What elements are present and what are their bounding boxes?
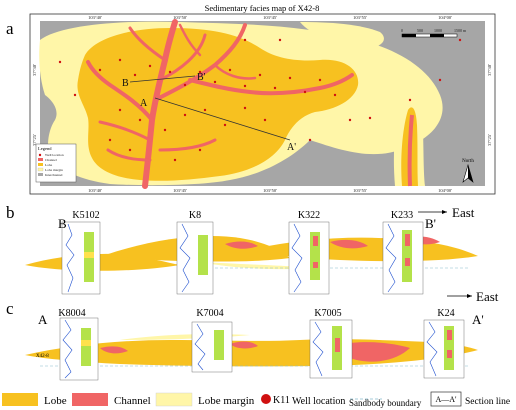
well-label-k322: K322 <box>298 210 320 221</box>
section-b-channel-1 <box>225 241 258 249</box>
top-tick-1: 103°40' <box>88 15 102 20</box>
legend-well-icon <box>261 394 271 404</box>
section-lines <box>129 75 291 141</box>
section-b-channel-2 <box>330 239 368 249</box>
legend-section-symbol: A—A' <box>436 395 458 404</box>
section-c-start: A <box>38 312 48 327</box>
lobe-margin-north <box>300 22 384 49</box>
legend-channel-swatch <box>72 393 108 406</box>
section-label-a-prime: A' <box>287 142 296 153</box>
well-markers <box>58 38 462 162</box>
section-c-east-label: East <box>476 289 499 304</box>
section-b-well-logs <box>61 221 424 295</box>
well-label-k7004: K7004 <box>196 308 223 319</box>
inner-legend: Legend Well location Channel Lobe Lobe m… <box>35 143 77 183</box>
well-label-k7005: K7005 <box>314 308 341 319</box>
scale-label-500: 500 <box>417 28 423 33</box>
inner-legend-item-0: Well location <box>45 153 64 157</box>
inner-legend-item-4: Interchannel <box>45 173 63 177</box>
legend-lobe-margin-swatch <box>155 392 193 407</box>
scale-bar: 0 500 1000 1500 m <box>401 28 467 38</box>
legend-channel-label: Channel <box>114 395 151 407</box>
inner-legend-item-3: Lobe margin <box>45 168 63 172</box>
section-label-a: A <box>140 98 148 109</box>
legend-well-symbol: K11 <box>273 395 290 406</box>
bottom-tick-1: 103°40' <box>88 188 102 193</box>
top-tick-3: 103°45' <box>263 15 277 20</box>
legend-lobe-margin-label: Lobe margin <box>198 395 255 407</box>
right-tick-2: 37°25' <box>487 134 492 146</box>
bottom-tick-5: 104°00' <box>438 188 452 193</box>
inner-legend-item-2: Lobe <box>45 163 53 167</box>
panel-letter-b: b <box>6 203 15 222</box>
bottom-legend: Lobe Channel Lobe margin K11 Well locati… <box>2 391 510 408</box>
well-label-k233: K233 <box>391 210 413 221</box>
section-c-channel-1 <box>100 346 128 354</box>
channel-east <box>407 114 414 187</box>
right-tick-1: 37°30' <box>487 64 492 76</box>
legend-sandbody-label: Sandbody boundary <box>349 398 422 408</box>
north-arrow-icon: North <box>462 159 474 183</box>
section-b-end: B' <box>425 216 436 231</box>
bottom-tick-3: 103°50' <box>263 188 277 193</box>
section-c-well-logs <box>59 317 465 381</box>
well-label-k24: K24 <box>437 308 454 319</box>
well-label-k8004: K8004 <box>58 308 85 319</box>
bottom-tick-2: 103°45' <box>173 188 187 193</box>
legend-lobe-label: Lobe <box>44 395 67 407</box>
north-label: North <box>462 159 474 164</box>
legend-section-label: Section line <box>465 397 510 407</box>
facies-map: B B' A A' Sedimentary facies map of X42-… <box>29 3 496 195</box>
well-label-k5102: K5102 <box>72 210 99 221</box>
inner-legend-title: Legend <box>38 146 52 151</box>
legend-well-label: Well location <box>292 396 345 407</box>
panel-letter-a: a <box>6 19 14 38</box>
section-b-start: B <box>58 216 67 231</box>
section-c: A A' K8004 K7004 K7005 K24 X42-8 East <box>25 289 499 381</box>
top-tick-4: 103°55' <box>353 15 367 20</box>
panel-letter-c: c <box>6 299 14 318</box>
section-b: B B' K5102 K8 K322 K233 East <box>25 205 478 295</box>
section-c-channel-2 <box>230 341 258 349</box>
scale-label-1500: 1500 m <box>454 28 467 33</box>
section-c-end: A' <box>472 312 484 327</box>
bottom-tick-4: 103°55' <box>353 188 367 193</box>
top-tick-5: 104°00' <box>438 15 452 20</box>
section-label-b-prime: B' <box>197 72 206 83</box>
section-label-b: B <box>122 78 129 89</box>
scale-label-0: 0 <box>401 28 403 33</box>
layer-label-x42-8: X42-8 <box>36 354 49 359</box>
section-b-east-label: East <box>452 205 475 220</box>
section-c-channel-3 <box>340 342 410 362</box>
legend-section-icon <box>430 391 462 407</box>
inner-legend-item-1: Channel <box>45 158 57 162</box>
left-tick-1: 37°30' <box>32 64 37 76</box>
scale-label-1000: 1000 <box>434 28 442 33</box>
legend-lobe-swatch <box>2 393 38 406</box>
well-label-k8: K8 <box>189 210 201 221</box>
map-title: Sedimentary facies map of X42-8 <box>205 3 320 13</box>
left-tick-2: 37°25' <box>32 134 37 146</box>
channel-network <box>86 19 354 189</box>
top-tick-2: 103°50' <box>173 15 187 20</box>
